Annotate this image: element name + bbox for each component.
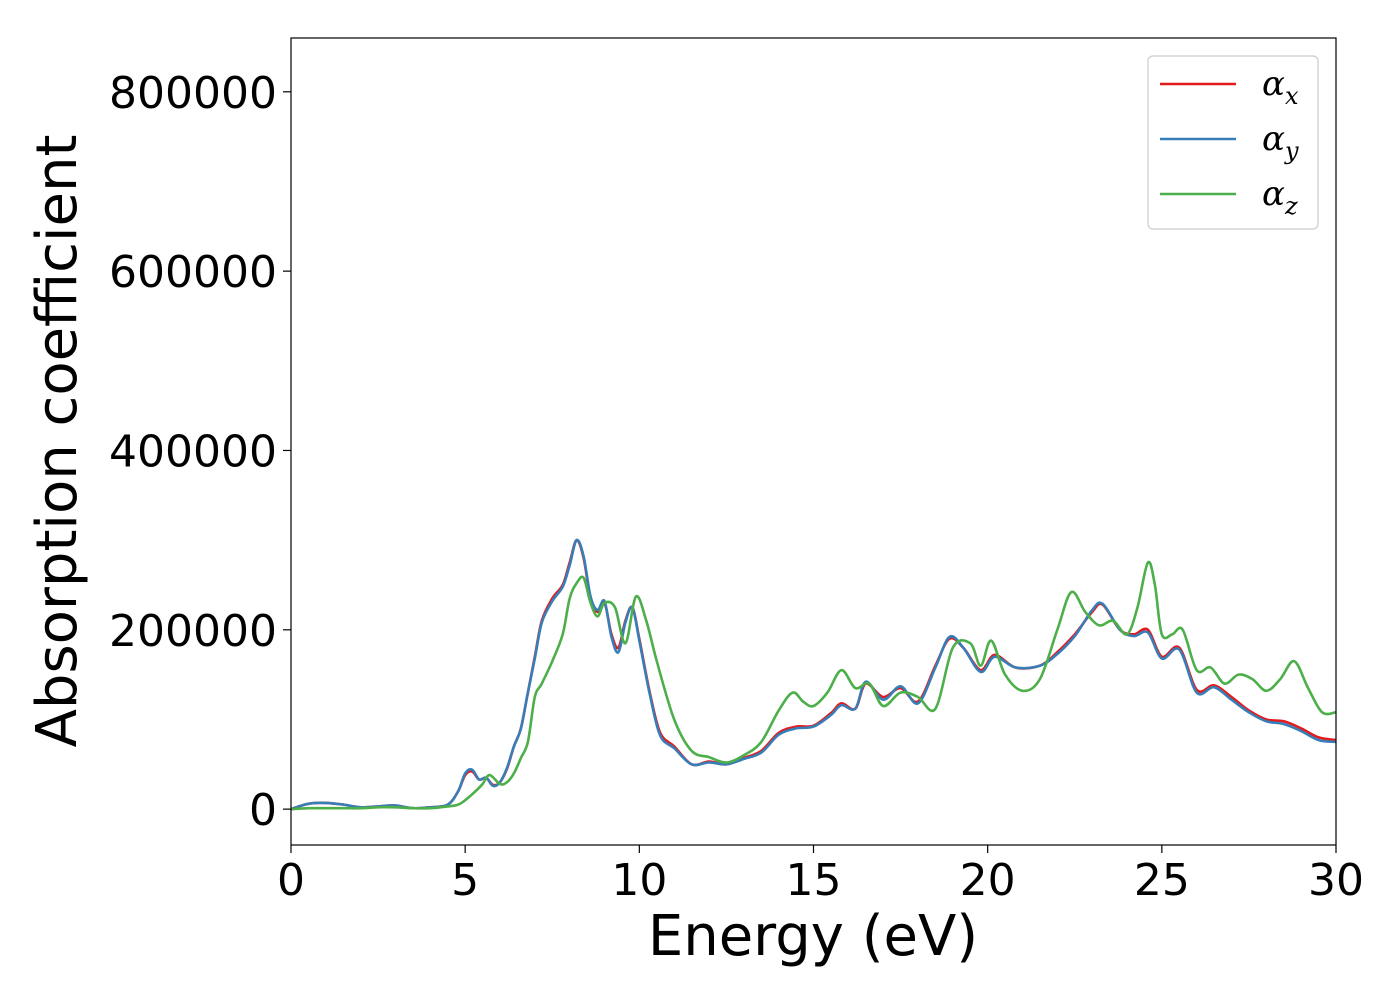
x-tick-label: 20 (960, 855, 1016, 906)
x-tick-label: 10 (611, 855, 667, 906)
legend-alpha: α (1262, 64, 1285, 104)
series-line-z (291, 560, 1336, 811)
series-group (291, 538, 1336, 811)
y-tick-label: 200000 (109, 606, 277, 657)
legend-alpha: α (1262, 174, 1285, 214)
legend-box (1147, 55, 1319, 230)
y-tick-label: 0 (249, 785, 277, 836)
x-tick-label: 5 (451, 855, 479, 906)
y-axis: 0 200000 400000 600000 800000 (109, 68, 291, 836)
x-tick-label: 15 (786, 855, 842, 906)
x-tick-label: 30 (1308, 855, 1364, 906)
x-tick-label: 25 (1134, 855, 1190, 906)
y-tick-label: 600000 (109, 247, 277, 298)
legend-label-x: αx (1262, 64, 1299, 110)
y-tick-label: 800000 (109, 68, 277, 119)
x-tick-label: 0 (277, 855, 305, 906)
y-tick-label: 400000 (109, 426, 277, 477)
legend-subscript: x (1285, 82, 1299, 110)
y-axis-label: Absorption coefficient (25, 135, 90, 748)
x-axis: 0 5 10 15 20 25 30 (277, 845, 1364, 906)
x-axis-label: Energy (eV) (648, 904, 978, 969)
legend-label-y: αy (1262, 119, 1299, 165)
legend-subscript: y (1284, 137, 1299, 165)
legend-subscript: z (1284, 192, 1298, 220)
legend-alpha: α (1262, 119, 1285, 159)
legend-label-z: αz (1262, 174, 1298, 220)
